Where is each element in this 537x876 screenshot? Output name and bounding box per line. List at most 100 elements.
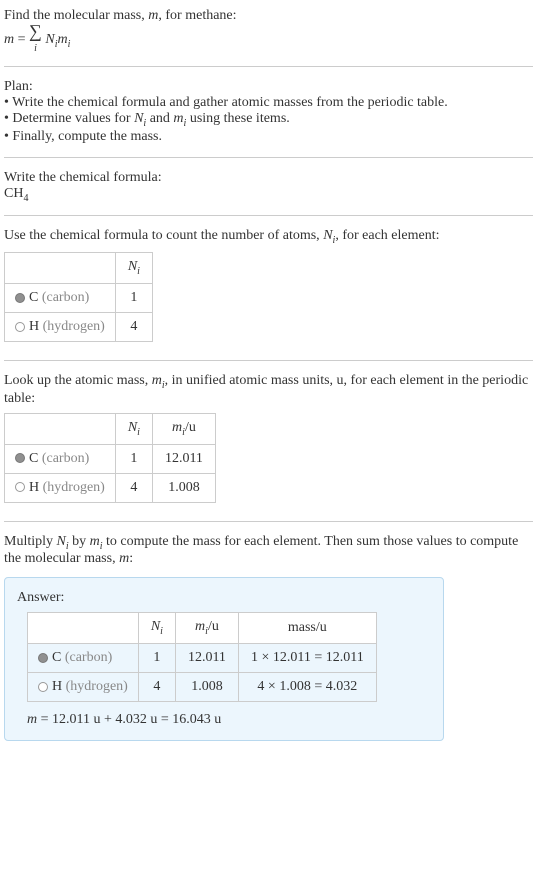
sum-symbol: ∑	[29, 21, 42, 41]
formula-mi: m	[58, 32, 68, 47]
carbon-N: 1	[115, 283, 152, 312]
hydrogen-row: H (hydrogen) 4 1.008	[5, 473, 216, 502]
empty-header	[5, 413, 116, 444]
hydrogen-sym: H	[29, 480, 39, 495]
carbon-cell: C (carbon)	[28, 644, 139, 673]
carbon-dot-icon	[15, 453, 25, 463]
carbon-calc: 1 × 12.011 = 12.011	[238, 644, 376, 673]
hydrogen-cell: H (hydrogen)	[5, 312, 116, 341]
hydrogen-name: (hydrogen)	[62, 679, 128, 694]
s3-ta: Look up the atomic mass,	[4, 373, 152, 388]
plan-b2a: • Determine values for	[4, 111, 134, 126]
carbon-cell: C (carbon)	[5, 444, 116, 473]
step1-ch: CH	[4, 186, 23, 201]
hydrogen-row: H (hydrogen) 4 1.008 4 × 1.008 = 4.032	[28, 673, 377, 702]
table-header-row: Ni mi/u mass/u	[28, 613, 377, 644]
step2-tb: , for each element:	[335, 228, 439, 243]
s4-td: :	[129, 551, 133, 566]
h-N: N	[151, 619, 160, 634]
hydrogen-dot-icon	[38, 682, 48, 692]
carbon-m: 12.011	[152, 444, 215, 473]
formula-eq: =	[14, 32, 29, 47]
divider	[4, 360, 533, 361]
carbon-dot-icon	[15, 293, 25, 303]
step1-section: Write the chemical formula: CH4	[4, 166, 533, 208]
step2-ta: Use the chemical formula to count the nu…	[4, 228, 323, 243]
s4-ta: Multiply	[4, 534, 57, 549]
step2-tN: N	[323, 228, 332, 243]
s4-tN: N	[57, 534, 66, 549]
plan-b2c: using these items.	[186, 111, 289, 126]
hydrogen-row: H (hydrogen) 4	[5, 312, 153, 341]
s4-tb: by	[69, 534, 90, 549]
table-header-row: Ni	[5, 253, 153, 284]
intro-m: m	[148, 8, 158, 23]
intro-section: Find the molecular mass, m, for methane:…	[4, 4, 533, 58]
h-Nsub: i	[137, 266, 140, 277]
h-unit: /u	[185, 420, 196, 435]
carbon-name: (carbon)	[61, 650, 112, 665]
plan-b2b: and	[146, 111, 173, 126]
plan-section: Plan: • Write the chemical formula and g…	[4, 75, 533, 149]
divider	[4, 157, 533, 158]
hydrogen-name: (hydrogen)	[39, 480, 105, 495]
h-m: m	[195, 619, 205, 634]
carbon-row: C (carbon) 1 12.011	[5, 444, 216, 473]
carbon-N: 1	[138, 644, 175, 673]
formula-m: m	[4, 32, 14, 47]
step2-section: Use the chemical formula to count the nu…	[4, 224, 533, 352]
carbon-row: C (carbon) 1	[5, 283, 153, 312]
hydrogen-N: 4	[138, 673, 175, 702]
step2-title: Use the chemical formula to count the nu…	[4, 228, 533, 246]
s4-tmvar: m	[119, 551, 129, 566]
step3-title: Look up the atomic mass, mi, in unified …	[4, 373, 533, 407]
carbon-m: 12.011	[175, 644, 238, 673]
m-header: mi/u	[175, 613, 238, 644]
mass-header: mass/u	[238, 613, 376, 644]
carbon-name: (carbon)	[38, 451, 89, 466]
carbon-sym: C	[29, 451, 38, 466]
table-header-row: Ni mi/u	[5, 413, 216, 444]
answer-label: Answer:	[17, 590, 431, 606]
carbon-sym: C	[29, 290, 38, 305]
answer-box: Answer: Ni mi/u mass/u C (carbon) 1 12.0…	[4, 577, 444, 741]
plan-b2-m: m	[173, 111, 183, 126]
step3-table: Ni mi/u C (carbon) 1 12.011 H (hydrogen)…	[4, 413, 216, 503]
intro-text: Find the molecular mass, m, for methane:	[4, 8, 533, 24]
step1-formula: CH4	[4, 186, 533, 204]
intro-line1b: , for methane:	[158, 8, 236, 23]
answer-table: Ni mi/u mass/u C (carbon) 1 12.011 1 × 1…	[27, 612, 377, 702]
hydrogen-cell: H (hydrogen)	[28, 673, 139, 702]
step4-section: Multiply Ni by mi to compute the mass fo…	[4, 530, 533, 746]
s4-tm: m	[90, 534, 100, 549]
h-Nsub: i	[137, 427, 140, 438]
h-m: m	[172, 420, 182, 435]
divider	[4, 66, 533, 67]
N-header: Ni	[115, 413, 152, 444]
step2-table: Ni C (carbon) 1 H (hydrogen) 4	[4, 252, 153, 342]
s3-tm: m	[152, 373, 162, 388]
empty-header	[28, 613, 139, 644]
formula-N: N	[45, 32, 54, 47]
h-N: N	[128, 420, 137, 435]
hydrogen-name: (hydrogen)	[39, 319, 105, 334]
hydrogen-calc: 4 × 1.008 = 4.032	[238, 673, 376, 702]
final-eq: = 12.011 u + 4.032 u = 16.043 u	[37, 712, 221, 727]
hydrogen-N: 4	[115, 312, 152, 341]
plan-b2: • Determine values for Ni and mi using t…	[4, 111, 533, 129]
divider	[4, 521, 533, 522]
carbon-N: 1	[115, 444, 152, 473]
m-header: mi/u	[152, 413, 215, 444]
plan-b3: • Finally, compute the mass.	[4, 129, 533, 145]
hydrogen-m: 1.008	[175, 673, 238, 702]
carbon-row: C (carbon) 1 12.011 1 × 12.011 = 12.011	[28, 644, 377, 673]
sum-sub: i	[34, 43, 37, 54]
step3-section: Look up the atomic mass, mi, in unified …	[4, 369, 533, 513]
intro-formula: m = ∑i Nimi	[4, 26, 533, 54]
N-header: Ni	[115, 253, 152, 284]
step1-title: Write the chemical formula:	[4, 170, 533, 186]
hydrogen-m: 1.008	[152, 473, 215, 502]
hydrogen-dot-icon	[15, 322, 25, 332]
hydrogen-dot-icon	[15, 482, 25, 492]
hydrogen-sym: H	[52, 679, 62, 694]
